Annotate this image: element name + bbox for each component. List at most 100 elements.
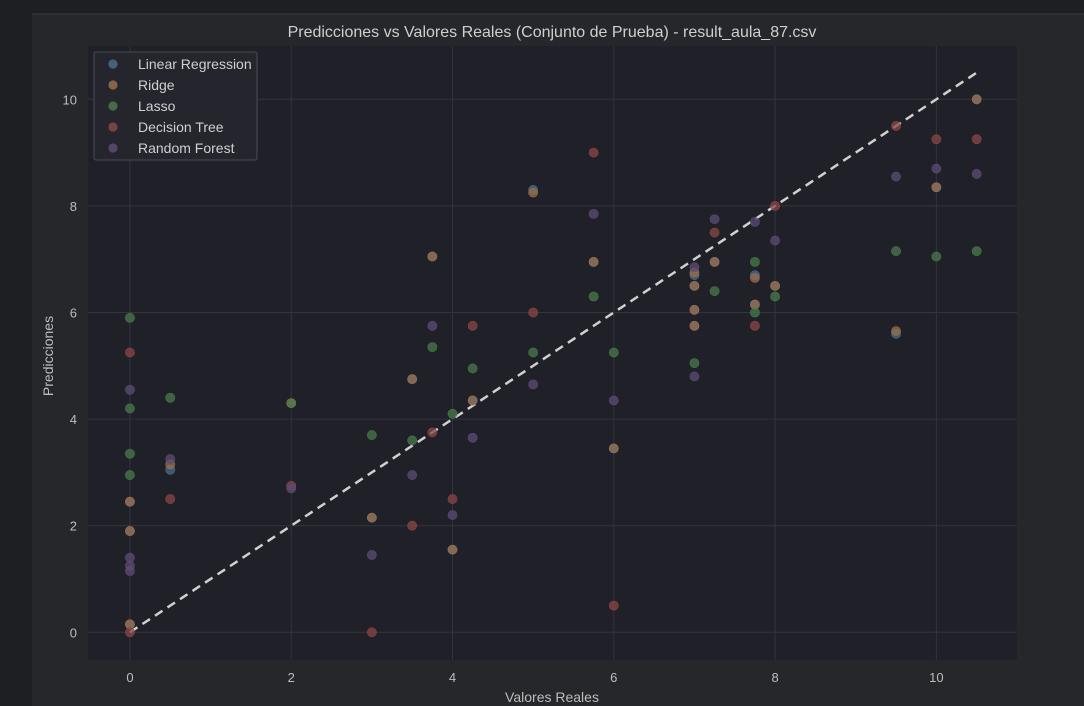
scatter-point [608, 443, 619, 454]
scatter-point [467, 432, 478, 443]
scatter-point [427, 320, 438, 331]
scatter-point [709, 214, 720, 225]
scatter-point [125, 347, 135, 358]
scatter-point [427, 251, 438, 262]
x-tick-label: 6 [610, 670, 617, 685]
scatter-point [750, 256, 760, 267]
scatter-point [608, 395, 619, 406]
scatter-point [407, 435, 418, 446]
chart-title: Predicciones vs Valores Reales (Conjunto… [288, 24, 817, 41]
legend-label: Lasso [138, 98, 176, 114]
scatter-point [165, 454, 176, 464]
scatter-point [165, 494, 176, 504]
scatter-point [447, 408, 458, 419]
scatter-point [971, 94, 982, 105]
scatter-point [447, 510, 458, 520]
scatter-point [750, 307, 760, 318]
scatter-point [689, 358, 700, 369]
legend-label: Linear Regression [138, 56, 252, 72]
y-tick-label: 8 [70, 199, 77, 214]
scatter-point [588, 147, 599, 158]
legend-marker [108, 59, 118, 69]
legend: Linear Regression Ridge Lasso Decision Tree… [93, 51, 258, 161]
scatter-point [931, 134, 942, 145]
scatter-point [931, 182, 942, 193]
data-points [125, 94, 982, 638]
scatter-point [125, 384, 135, 395]
scatter-point [770, 280, 780, 291]
tick-labels: 0 2 4 6 8 10 0 2 4 6 8 10 [63, 92, 944, 685]
scatter-point [366, 512, 377, 523]
scatter-point [770, 291, 780, 302]
series-decision-tree [125, 121, 982, 638]
scatter-point [467, 320, 478, 331]
scatter-point [770, 200, 780, 211]
scatter-point [770, 235, 780, 246]
scatter-point [588, 256, 599, 267]
scatter-point [588, 208, 599, 219]
x-tick-label: 4 [449, 670, 456, 685]
y-tick-label: 2 [70, 519, 77, 534]
y-tick-label: 0 [70, 625, 77, 640]
series-ridge [125, 94, 982, 630]
scatter-point [709, 286, 720, 297]
scatter-point [891, 121, 901, 131]
scatter-point [447, 544, 458, 555]
scatter-point [286, 483, 297, 494]
legend-box [93, 51, 258, 161]
scatter-point [125, 627, 135, 638]
scatter-point [125, 312, 135, 323]
scatter-point [971, 169, 982, 179]
scatter-point [971, 134, 982, 145]
scatter-point [447, 494, 458, 504]
scatter-point [125, 470, 135, 480]
x-axis-label: Valores Reales [505, 689, 599, 705]
scatter-point [125, 496, 135, 507]
scatter-point [528, 307, 539, 318]
scatter-point [689, 320, 700, 331]
scatter-point [608, 347, 619, 358]
legend-label: Random Forest [138, 140, 235, 156]
scatter-point [528, 187, 539, 198]
reference-line [129, 71, 978, 634]
scatter-point [689, 304, 700, 315]
series-random-forest [125, 163, 982, 576]
scatter-point [750, 272, 760, 283]
legend-marker [108, 122, 118, 132]
scatter-point [750, 320, 760, 331]
scatter-point [366, 627, 377, 638]
scatter-point [407, 470, 418, 480]
scatter-point [931, 251, 942, 262]
x-tick-label: 10 [929, 670, 943, 685]
x-tick-label: 2 [288, 670, 295, 685]
legend-label: Decision Tree [138, 119, 224, 135]
legend-label: Ridge [138, 77, 175, 93]
scatter-point [709, 227, 720, 238]
scatter-point [125, 526, 135, 536]
scatter-point [689, 262, 700, 273]
scatter-point [407, 374, 418, 385]
y-axis-label: Predicciones [40, 316, 56, 396]
scatter-point [931, 163, 942, 174]
scatter-point [427, 342, 438, 353]
scatter-point [971, 246, 982, 257]
scatter-point [125, 448, 135, 459]
x-tick-label: 0 [126, 670, 133, 685]
scatter-point [467, 363, 478, 374]
scatter-point [427, 427, 438, 438]
y-tick-label: 4 [70, 412, 77, 427]
scatter-point [366, 430, 377, 440]
scatter-point [689, 280, 700, 291]
scatter-point [125, 566, 135, 576]
scatter-point [891, 326, 901, 337]
scatter-point [467, 395, 478, 406]
scatter-point [709, 256, 720, 267]
scatter-point [407, 520, 418, 531]
scatter-point [528, 347, 539, 358]
series-lasso [125, 246, 982, 480]
legend-marker [108, 143, 118, 153]
legend-marker [108, 80, 118, 90]
scatter-point [165, 392, 176, 403]
y-tick-label: 6 [70, 305, 77, 320]
